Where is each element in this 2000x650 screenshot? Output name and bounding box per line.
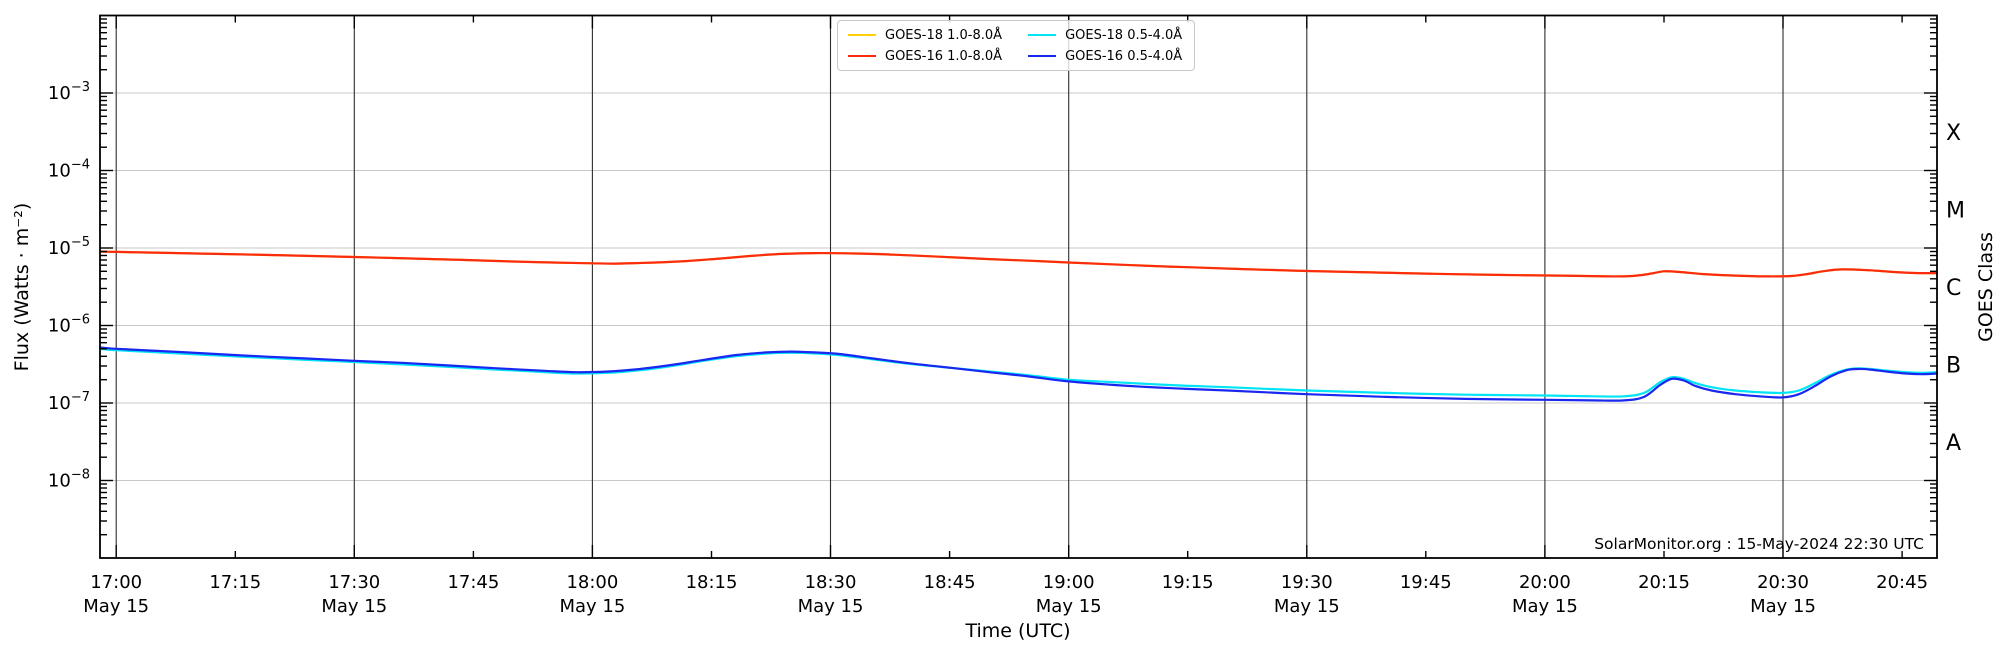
- svg-text:A: A: [1946, 431, 1961, 456]
- svg-text:10−4: 10−4: [48, 158, 90, 182]
- svg-text:19:45: 19:45: [1400, 572, 1452, 593]
- svg-text:19:00: 19:00: [1043, 572, 1095, 593]
- credit-annotation: SolarMonitor.org : 15-May-2024 22:30 UTC: [1594, 535, 1924, 553]
- svg-text:18:45: 18:45: [924, 572, 976, 593]
- legend-swatch-goes18-short-icon: [1028, 34, 1057, 36]
- svg-text:May 15: May 15: [1750, 596, 1816, 617]
- svg-text:18:00: 18:00: [566, 572, 618, 593]
- svg-text:17:45: 17:45: [447, 572, 499, 593]
- series-line-goes-16-0.5-4.0-: [99, 346, 1939, 402]
- svg-text:May 15: May 15: [321, 596, 387, 617]
- legend-item-goes16-short: GOES-16 0.5-4.0Å: [1028, 47, 1182, 65]
- legend-label-goes16-long: GOES-16 1.0-8.0Å: [885, 48, 1003, 64]
- legend-item-goes16-long: GOES-16 1.0-8.0Å: [848, 47, 1002, 65]
- svg-text:10−5: 10−5: [48, 235, 90, 259]
- svg-text:May 15: May 15: [798, 596, 864, 617]
- legend-column-short-channel: GOES-18 0.5-4.0Å GOES-16 0.5-4.0Å: [1028, 26, 1182, 65]
- series-line-goes-18-0.5-4.0-: [99, 347, 1939, 398]
- svg-text:20:45: 20:45: [1876, 572, 1928, 593]
- goes-class-letters: X M C B A: [1946, 121, 1965, 456]
- legend-swatch-goes16-long-icon: [848, 55, 876, 57]
- legend-swatch-goes18-long-icon: [848, 34, 876, 36]
- svg-text:May 15: May 15: [1512, 596, 1578, 617]
- svg-text:May 15: May 15: [559, 596, 625, 617]
- svg-text:May 15: May 15: [83, 596, 149, 617]
- svg-text:M: M: [1946, 198, 1965, 223]
- legend-item-goes18-long: GOES-18 1.0-8.0Å: [848, 26, 1002, 44]
- legend-swatch-goes16-short-icon: [1028, 55, 1057, 57]
- svg-text:10−8: 10−8: [48, 468, 90, 492]
- svg-text:20:15: 20:15: [1638, 572, 1690, 593]
- plot-border: [99, 14, 1938, 559]
- legend-column-long-channel: GOES-18 1.0-8.0Å GOES-16 1.0-8.0Å: [848, 26, 1002, 65]
- svg-text:B: B: [1946, 353, 1961, 378]
- legend-item-goes18-short: GOES-18 0.5-4.0Å: [1028, 26, 1182, 44]
- svg-text:10−6: 10−6: [48, 313, 90, 337]
- svg-text:19:15: 19:15: [1162, 572, 1214, 593]
- axis-ticks: [100, 15, 1937, 558]
- legend: GOES-18 1.0-8.0Å GOES-16 1.0-8.0Å GOES-1…: [837, 20, 1196, 71]
- series-line-goes-16-1.0-8.0-: [99, 250, 1939, 278]
- svg-text:May 15: May 15: [1274, 596, 1340, 617]
- x-axis-label: Time (UTC): [965, 620, 1071, 642]
- y-axis-right-label: GOES Class: [1975, 232, 1997, 342]
- legend-label-goes18-short: GOES-18 0.5-4.0Å: [1065, 27, 1183, 43]
- horizontal-gridlines: [100, 92, 1937, 482]
- svg-text:17:00: 17:00: [90, 572, 142, 593]
- svg-text:20:00: 20:00: [1519, 572, 1571, 593]
- y-tick-labels: 10−3 10−4 10−5 10−6 10−7 10−8: [48, 80, 90, 492]
- svg-text:18:15: 18:15: [686, 572, 738, 593]
- svg-text:17:15: 17:15: [209, 572, 261, 593]
- y-axis-label: Flux (Watts · m⁻²): [11, 202, 33, 372]
- series-lines: [99, 250, 1939, 402]
- svg-text:C: C: [1946, 276, 1961, 301]
- svg-text:10−3: 10−3: [48, 80, 90, 104]
- legend-label-goes18-long: GOES-18 1.0-8.0Å: [885, 27, 1003, 43]
- x-tick-labels: 17:00 May 15 17:15 17:30 May 15 17:45 18:00 May…: [83, 572, 1928, 617]
- svg-text:18:30: 18:30: [805, 572, 857, 593]
- svg-text:10−7: 10−7: [48, 390, 90, 414]
- vertical-gridlines: [115, 15, 1784, 558]
- svg-text:19:30: 19:30: [1281, 572, 1333, 593]
- legend-label-goes16-short: GOES-16 0.5-4.0Å: [1065, 48, 1183, 64]
- svg-text:May 15: May 15: [1036, 596, 1102, 617]
- svg-text:17:30: 17:30: [328, 572, 380, 593]
- svg-text:X: X: [1946, 121, 1961, 146]
- svg-text:20:30: 20:30: [1757, 572, 1809, 593]
